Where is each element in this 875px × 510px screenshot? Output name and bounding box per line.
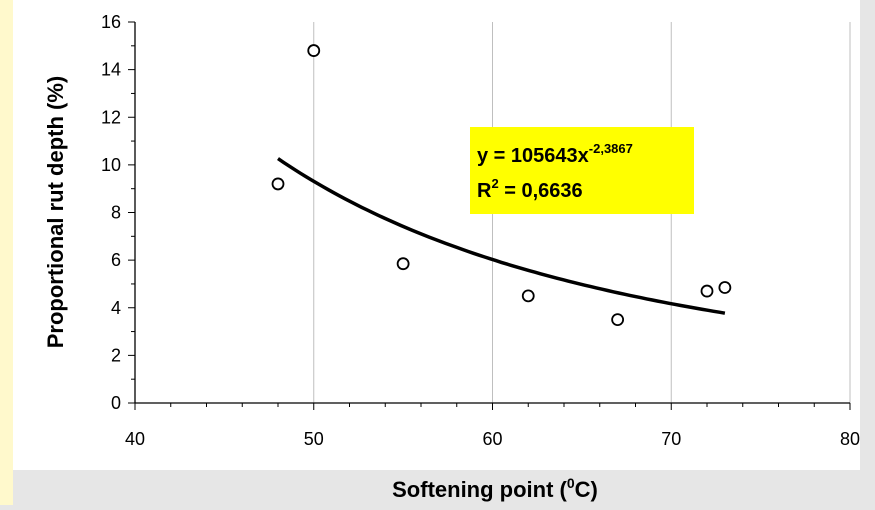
y-tick-label: 10 bbox=[101, 155, 121, 175]
x-tick-label: 80 bbox=[840, 429, 860, 449]
axes bbox=[128, 21, 851, 410]
x-tick-labels: 40 50 60 70 80 bbox=[125, 429, 860, 449]
y-tick-label: 12 bbox=[101, 107, 121, 127]
x-axis-label-tail: C) bbox=[575, 477, 598, 502]
right-band bbox=[860, 0, 875, 470]
x-axis-label-main: Softening point ( bbox=[392, 477, 567, 502]
y-tick-label: 2 bbox=[111, 345, 121, 365]
data-points bbox=[271, 44, 732, 327]
bottom-band bbox=[13, 470, 875, 505]
y-axis-label: Proportional rut depth (%) bbox=[43, 76, 68, 349]
r2-prefix: R bbox=[477, 180, 492, 202]
equation-exponent: -2,3867 bbox=[589, 141, 633, 156]
data-point bbox=[521, 289, 535, 303]
data-point bbox=[271, 177, 285, 191]
y-tick-label: 16 bbox=[101, 12, 121, 32]
data-point bbox=[307, 44, 321, 57]
data-point bbox=[700, 284, 714, 298]
left-strip bbox=[0, 0, 13, 505]
y-tick-label: 4 bbox=[111, 298, 121, 318]
r-squared-text: R2 = 0,6636 bbox=[477, 176, 583, 202]
y-tick-label: 14 bbox=[101, 60, 121, 80]
y-tick-label: 8 bbox=[111, 203, 121, 223]
x-tick-label: 60 bbox=[482, 429, 502, 449]
r2-superscript: 2 bbox=[491, 176, 498, 191]
x-axis-label-sup: 0 bbox=[567, 475, 575, 491]
equation-box-background bbox=[470, 127, 694, 214]
power-trendline bbox=[277, 157, 726, 315]
equation-box: y = 105643x-2,3867 R2 = 0,6636 bbox=[470, 127, 694, 214]
equation-text: y = 105643x-2,3867 bbox=[477, 141, 633, 167]
x-tick-label: 70 bbox=[661, 429, 681, 449]
y-tick-label: 0 bbox=[111, 393, 121, 413]
equation-main: y = 105643x bbox=[477, 145, 589, 167]
x-axis-label: Softening point (0C) bbox=[392, 475, 598, 502]
data-point bbox=[611, 313, 625, 327]
y-tick-label: 6 bbox=[111, 250, 121, 270]
r2-value: = 0,6636 bbox=[499, 180, 583, 202]
y-tick-labels: 0 2 4 6 8 10 12 14 16 bbox=[101, 12, 121, 413]
x-tick-label: 40 bbox=[125, 429, 145, 449]
data-point bbox=[718, 281, 732, 294]
x-tick-label: 50 bbox=[304, 429, 324, 449]
data-point bbox=[396, 257, 410, 271]
